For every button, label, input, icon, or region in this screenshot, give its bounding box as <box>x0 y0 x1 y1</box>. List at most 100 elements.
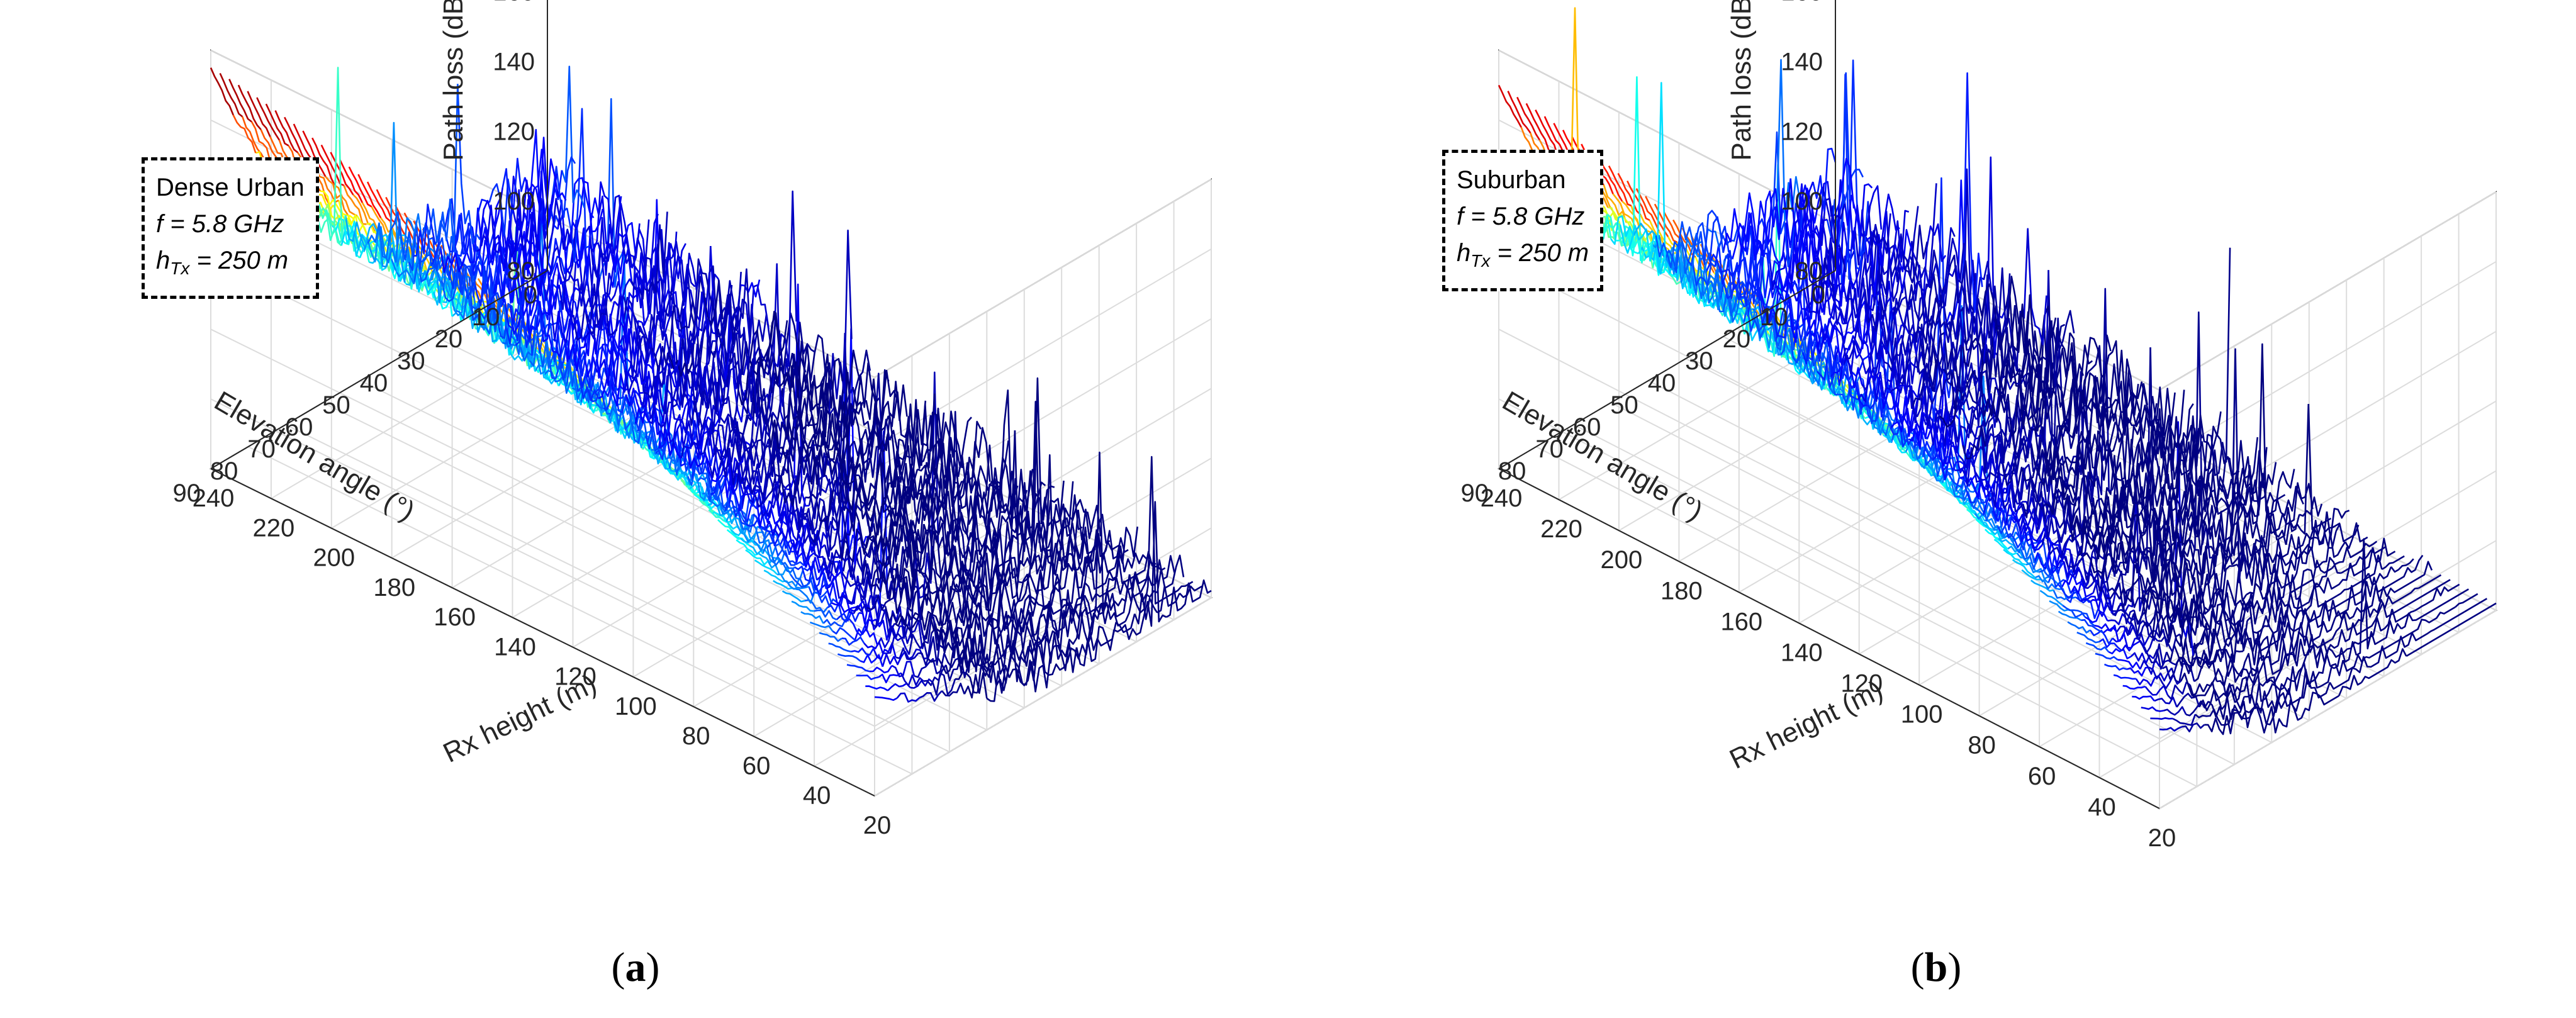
surface-line-p1 <box>2234 666 2258 704</box>
surface-line-p0 <box>1048 608 1072 651</box>
surface-line-p1 <box>2243 447 2268 495</box>
surface-line-p1 <box>2276 553 2302 589</box>
surface-line-p0 <box>682 297 707 361</box>
surface-line-p0 <box>793 398 817 435</box>
surface-line-p1 <box>2075 433 2100 476</box>
surface-line-p1 <box>2410 618 2434 635</box>
surface-line-p1 <box>1971 420 1995 447</box>
surface-line-p0 <box>1058 494 1083 537</box>
surface-line-p1 <box>2168 539 2192 578</box>
surface-line-p1 <box>2455 593 2478 608</box>
y-axis-line-p1 <box>1498 468 2160 809</box>
surface-line-p1 <box>2351 656 2375 673</box>
surface-line-p1 <box>2248 481 2273 525</box>
surface-line-p1 <box>1939 388 1963 428</box>
surface-line-p1 <box>2115 582 2139 611</box>
surface-line-p0 <box>761 263 785 441</box>
surface-line-p0 <box>808 452 832 506</box>
surface-line-p1 <box>2419 624 2443 639</box>
surface-line-p1 <box>1691 261 1716 286</box>
surface-line-p1 <box>1606 213 1630 247</box>
surface-line-p0 <box>771 556 795 573</box>
surface-line-p1 <box>1976 444 2001 477</box>
x-tick-label-p1: 90 <box>1461 479 1489 507</box>
surface-line-p1 <box>2229 652 2253 678</box>
surface-line-p0 <box>389 211 414 261</box>
surface-line-p0 <box>391 259 415 284</box>
surface-line-p1 <box>2274 634 2299 664</box>
surface-line-p0 <box>1008 661 1033 686</box>
surface-line-p1 <box>2278 610 2302 640</box>
surface-line-p1 <box>1854 209 1878 276</box>
surface-line-p0 <box>586 272 610 326</box>
surface-line-p1 <box>2297 668 2321 701</box>
surface-line-p0 <box>439 246 464 274</box>
y-tick-label-p0: 100 <box>615 693 657 720</box>
surface-line-p0 <box>949 481 974 534</box>
surface-line-p0 <box>320 190 344 224</box>
surface-line-p1 <box>2098 455 2123 519</box>
surface-line-p1 <box>2188 414 2213 471</box>
surface-line-p0 <box>265 103 289 147</box>
surface-line-p1 <box>2170 403 2194 461</box>
surface-line-p0 <box>1064 522 1089 568</box>
surface-line-p1 <box>2013 294 2038 357</box>
surface-line-p1 <box>2432 606 2456 622</box>
surface-line-p0 <box>896 692 921 703</box>
surface-line-p1 <box>1867 201 1891 254</box>
surface-line-p0 <box>590 242 614 307</box>
surface-line-p1 <box>1829 339 1854 378</box>
surface-line-p0 <box>1134 593 1158 625</box>
surface-line-p0 <box>1017 377 1043 544</box>
surface-line-p1 <box>2059 549 2084 568</box>
surface-line-p1 <box>1959 72 1983 313</box>
surface-line-p0 <box>945 656 970 681</box>
surface-line-p0 <box>1188 579 1212 603</box>
surface-line-p1 <box>1610 215 1635 245</box>
surface-line-p1 <box>1619 224 1644 254</box>
surface-line-p1 <box>2230 705 2254 720</box>
surface-line-p1 <box>1940 237 1965 309</box>
surface-line-p0 <box>617 272 642 309</box>
x-tick-label-p1: 70 <box>1535 435 1564 463</box>
surface-line-p1 <box>2377 578 2401 593</box>
surface-line-p0 <box>367 222 391 259</box>
surface-line-p0 <box>774 517 798 542</box>
surface-line-p1 <box>2039 436 2064 486</box>
surface-line-p1 <box>1913 183 1937 287</box>
surface-line-p1 <box>2039 590 2063 607</box>
surface-line-p0 <box>792 322 815 379</box>
x-tick-label-p1: 10 <box>1760 303 1788 331</box>
surface-line-p1 <box>2085 642 2110 652</box>
y-tick-label-p0: 240 <box>193 484 235 512</box>
surface-line-p1 <box>1788 327 1813 364</box>
x-axis-line-p0 <box>210 270 548 469</box>
surface-line-p1 <box>2062 431 2086 491</box>
surface-line-p1 <box>2056 553 2080 579</box>
surface-line-p1 <box>1828 312 1853 344</box>
surface-line-p1 <box>2188 649 2213 666</box>
surface-line-p0 <box>376 189 400 233</box>
surface-line-p0 <box>936 652 960 675</box>
surface-line-p1 <box>1865 325 1890 374</box>
surface-line-p0 <box>1050 481 1074 530</box>
surface-line-p1 <box>2102 588 2125 613</box>
surface-line-p1 <box>1968 259 1993 314</box>
surface-line-p0 <box>1111 613 1136 639</box>
surface-line-p0 <box>729 295 754 423</box>
surface-line-p1 <box>2135 675 2159 687</box>
surface-line-p1 <box>2288 661 2312 695</box>
surface-line-p1 <box>2046 332 2071 400</box>
surface-line-p1 <box>1817 179 1842 247</box>
surface-line-p1 <box>2317 556 2341 587</box>
surface-line-p1 <box>2373 595 2397 613</box>
surface-line-p1 <box>2115 622 2140 640</box>
surface-line-p0 <box>524 137 549 209</box>
surface-line-p1 <box>1745 192 1769 245</box>
surface-line-p0 <box>924 578 949 595</box>
surface-line-p0 <box>911 393 936 466</box>
surface-line-p1 <box>2261 697 2286 725</box>
surface-line-p1 <box>1957 425 1981 469</box>
surface-line-p1 <box>1972 457 1996 491</box>
surface-line-p1 <box>2097 406 2122 466</box>
